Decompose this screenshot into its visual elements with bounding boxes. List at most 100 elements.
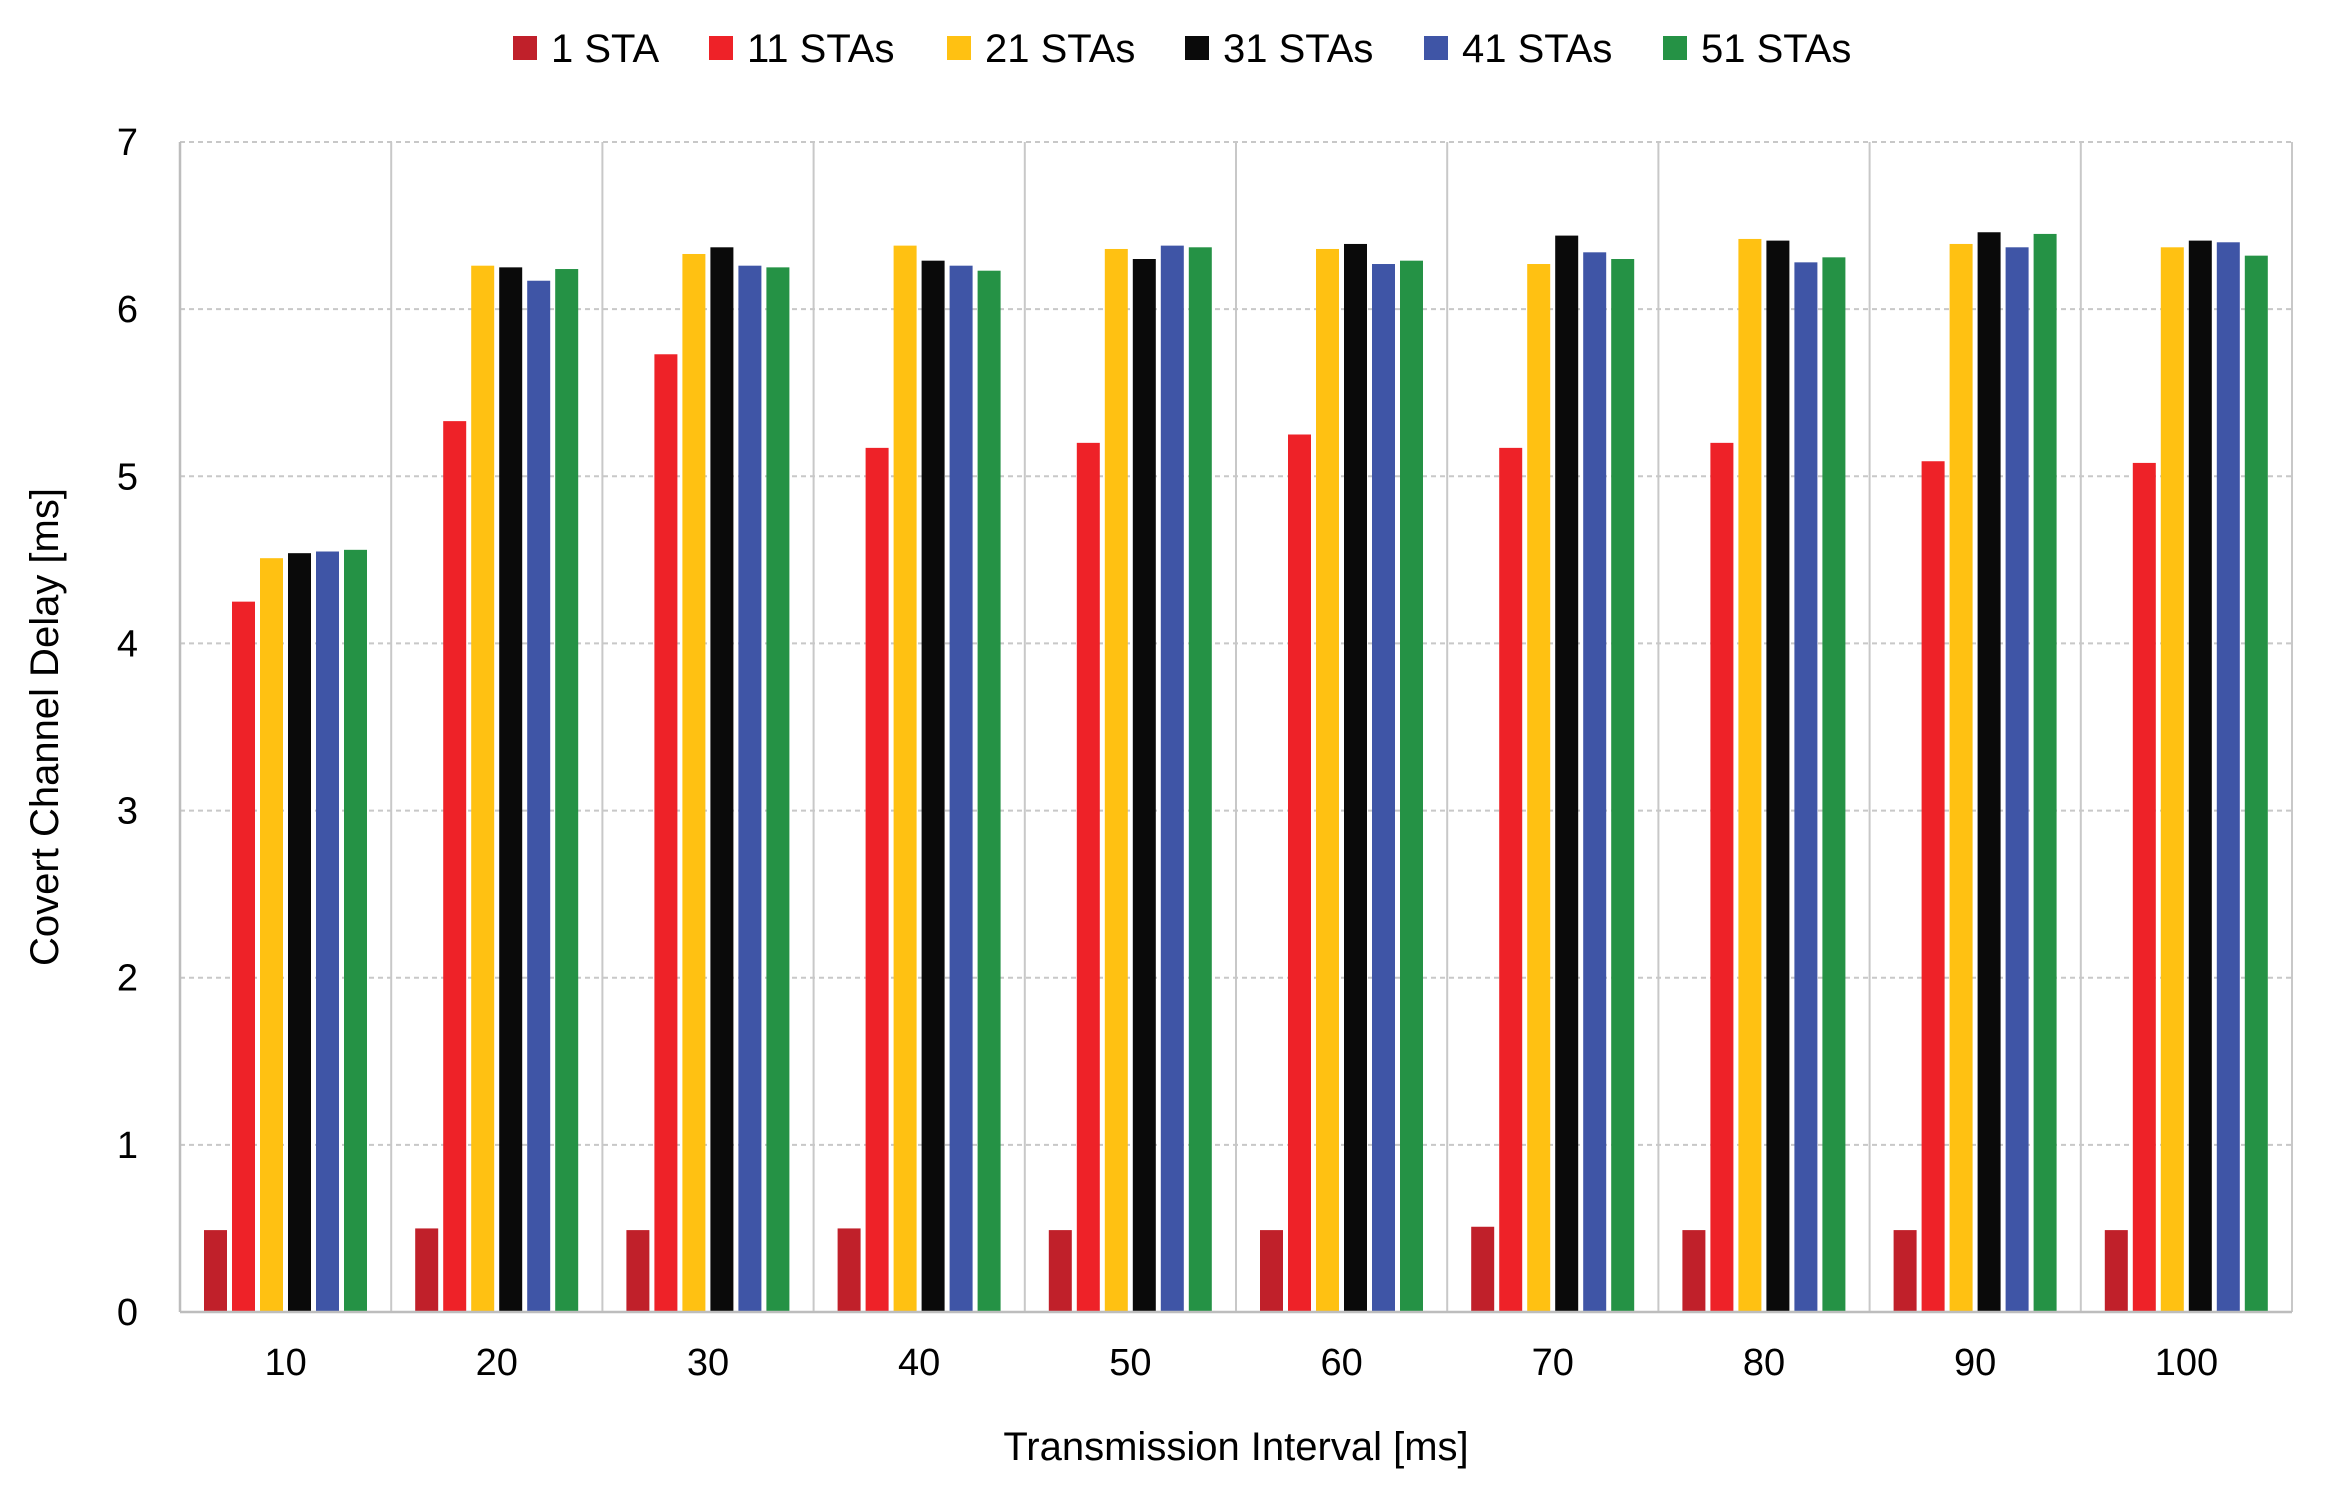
- bar: [977, 270, 1001, 1313]
- bar: [443, 421, 467, 1313]
- bar: [204, 1230, 227, 1312]
- legend-label: 21 STAs: [985, 27, 1135, 71]
- y-tick-label: 1: [117, 1125, 138, 1167]
- legend-item: 51 STAs: [1663, 27, 1851, 71]
- bar: [344, 549, 367, 1312]
- legend-label: 51 STAs: [1701, 27, 1851, 71]
- legend-label: 11 STAs: [747, 27, 894, 71]
- bar: [710, 247, 734, 1312]
- axes: [178, 142, 2292, 1314]
- y-tick-label: 3: [117, 791, 138, 833]
- bar: [1977, 232, 2001, 1313]
- x-tick-labels: 10 20 30 40 50 60 70 80 90 100: [264, 1342, 2218, 1384]
- x-tick-label: 20: [476, 1342, 518, 1384]
- bar: [1611, 259, 1635, 1312]
- bar: [1794, 262, 1818, 1312]
- bar: [1288, 434, 1311, 1312]
- bar: [288, 553, 311, 1312]
- bar: [1583, 252, 1607, 1312]
- bar: [1188, 247, 1212, 1312]
- y-tick-label: 4: [117, 623, 138, 665]
- bar: [1048, 1230, 1072, 1312]
- bar: [865, 447, 889, 1312]
- bar: [260, 558, 283, 1312]
- x-axis-title: Transmission Interval [ms]: [1003, 1425, 1468, 1469]
- bar: [1893, 1230, 1917, 1312]
- legend-swatch: [1663, 36, 1687, 60]
- bar: [1766, 240, 1790, 1313]
- legend-label: 41 STAs: [1462, 27, 1612, 71]
- bar: [1682, 1230, 1706, 1312]
- bar: [921, 260, 945, 1313]
- bar: [2188, 240, 2212, 1313]
- legend-swatch: [513, 36, 537, 60]
- y-tick-label: 7: [117, 122, 138, 164]
- legend-swatch: [1424, 36, 1448, 60]
- x-tick-label: 10: [264, 1342, 306, 1384]
- bar: [527, 280, 551, 1313]
- legend-item: 1 STA: [513, 27, 660, 71]
- bar: [1921, 461, 1945, 1312]
- legend-swatch: [1185, 36, 1209, 60]
- bar: [415, 1228, 439, 1312]
- bar: [626, 1230, 650, 1312]
- legend-item: 21 STAs: [947, 27, 1135, 71]
- bar: [1076, 442, 1100, 1312]
- bar: [2216, 242, 2240, 1312]
- x-tick-label: 80: [1743, 1342, 1785, 1384]
- y-tick-label: 5: [117, 456, 138, 498]
- bar: [232, 601, 255, 1312]
- y-tick-labels: 0 1 2 3 4 5 6 7: [117, 122, 138, 1334]
- legend-swatch: [709, 36, 733, 60]
- bar: [893, 245, 917, 1313]
- bar: [1316, 248, 1339, 1312]
- bar: [1822, 257, 1846, 1312]
- legend-item: 11 STAs: [709, 27, 894, 71]
- bar: [2104, 1230, 2128, 1312]
- bar: [555, 269, 579, 1312]
- bar: [682, 253, 706, 1312]
- x-tick-label: 40: [898, 1342, 940, 1384]
- bar: [1260, 1230, 1283, 1312]
- bar: [1400, 260, 1423, 1313]
- legend-item: 41 STAs: [1424, 27, 1612, 71]
- bar: [316, 551, 339, 1312]
- legend: 1 STA 11 STAs 21 STAs 31 STAs 41 STAs 51 STAs: [513, 27, 1851, 71]
- bar: [837, 1228, 861, 1312]
- bar: [949, 265, 973, 1313]
- x-tick-label: 90: [1954, 1342, 1996, 1384]
- bar: [1104, 248, 1128, 1312]
- bars: [204, 232, 2268, 1313]
- y-tick-label: 0: [117, 1292, 138, 1334]
- bar: [654, 354, 678, 1312]
- x-tick-label: 30: [687, 1342, 729, 1384]
- bar: [1949, 243, 1973, 1312]
- legend-label: 1 STA: [551, 27, 660, 71]
- bar: [499, 267, 523, 1312]
- bar: [1738, 238, 1762, 1312]
- bar: [1710, 442, 1734, 1312]
- bar: [1344, 243, 1367, 1312]
- bar: [738, 265, 762, 1313]
- legend-label: 31 STAs: [1223, 27, 1373, 71]
- grid-lines: [179, 141, 2293, 1312]
- bar: [1160, 245, 1184, 1313]
- bar: [471, 265, 495, 1313]
- x-tick-label: 70: [1532, 1342, 1574, 1384]
- bar: [1499, 447, 1523, 1312]
- bar: [2005, 247, 2029, 1312]
- y-axis-title: Covert Channel Delay [ms]: [23, 488, 67, 966]
- bar: [1555, 235, 1579, 1313]
- bar: [2033, 233, 2057, 1312]
- legend-item: 31 STAs: [1185, 27, 1373, 71]
- legend-swatch: [947, 36, 971, 60]
- bar: [766, 267, 790, 1312]
- bar: [1132, 259, 1156, 1312]
- x-tick-label: 60: [1320, 1342, 1362, 1384]
- y-tick-label: 6: [117, 289, 138, 331]
- bar: [1372, 264, 1395, 1312]
- x-tick-label: 100: [2155, 1342, 2218, 1384]
- bar: [2244, 255, 2268, 1313]
